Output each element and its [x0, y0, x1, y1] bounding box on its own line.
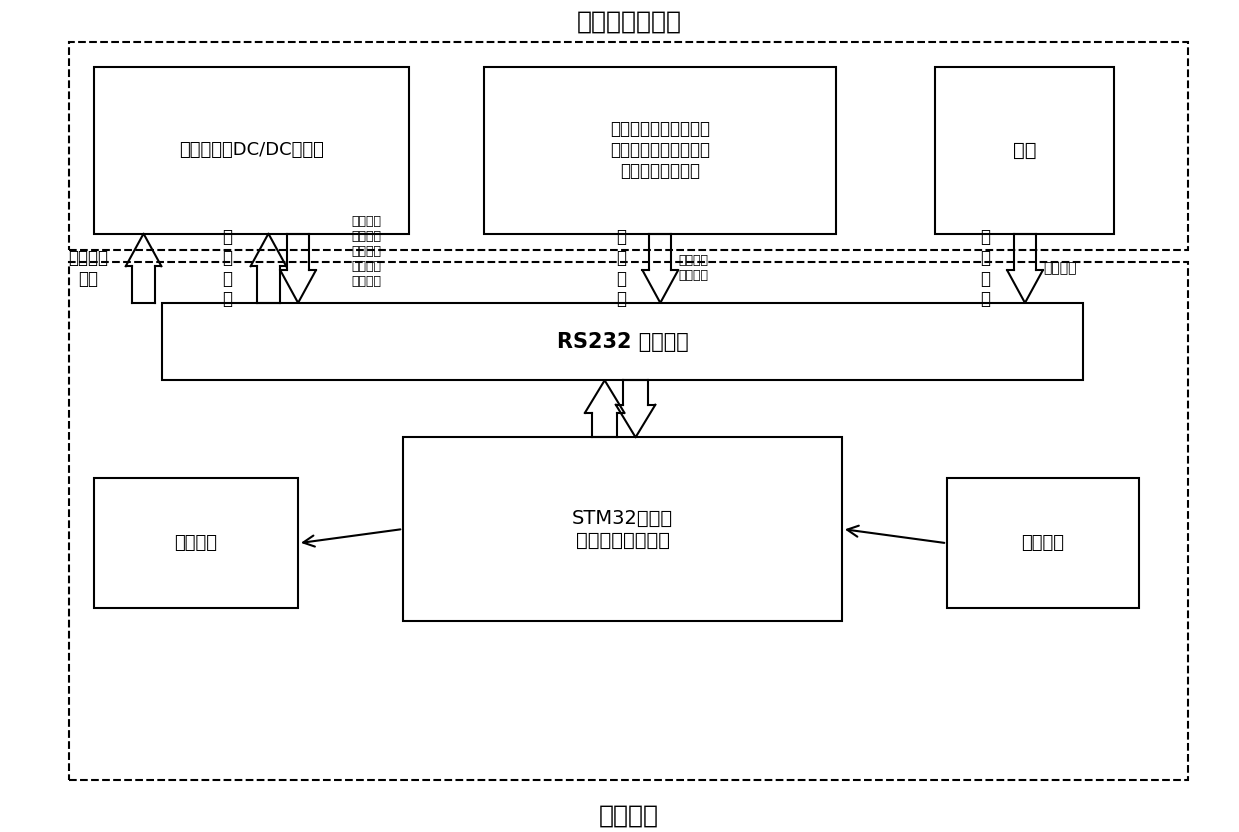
Text: RS232 通信接口: RS232 通信接口: [556, 332, 689, 352]
Text: 负荷: 负荷: [1012, 141, 1036, 160]
FancyBboxPatch shape: [934, 67, 1114, 234]
FancyBboxPatch shape: [483, 67, 836, 234]
Text: 分布式发电系统: 分布式发电系统: [576, 10, 681, 34]
Text: 储能装置的DC/DC变换器: 储能装置的DC/DC变换器: [180, 141, 325, 159]
Text: 电源电路: 电源电路: [1021, 534, 1064, 552]
Text: 控制装置: 控制装置: [598, 804, 659, 828]
FancyBboxPatch shape: [94, 67, 409, 234]
FancyBboxPatch shape: [162, 303, 1083, 380]
Text: 检
测
数
据: 检 测 数 据: [223, 228, 233, 309]
FancyBboxPatch shape: [69, 262, 1188, 780]
Text: 检
测
数
据: 检 测 数 据: [616, 228, 626, 309]
Text: 分布式发电系统中的其
它发电装置（如：光伏
系统、风电系统）: 分布式发电系统中的其 它发电装置（如：光伏 系统、风电系统）: [610, 121, 710, 180]
Text: 输出电压
输出电流: 输出电压 输出电流: [679, 255, 709, 282]
Text: STM32单片机
（植入遗传算法）: STM32单片机 （植入遗传算法）: [572, 508, 673, 549]
Text: 输出电压
输出电流
电荷状态
充电次数
放电深度: 输出电压 输出电流 电荷状态 充电次数 放电深度: [351, 215, 382, 289]
FancyBboxPatch shape: [69, 42, 1188, 250]
FancyBboxPatch shape: [403, 438, 843, 621]
Text: 负荷电流: 负荷电流: [1043, 261, 1077, 275]
Text: 优化控制
策略: 优化控制 策略: [68, 249, 108, 288]
Text: 检
测
数
据: 检 测 数 据: [980, 228, 990, 309]
FancyBboxPatch shape: [947, 478, 1139, 608]
FancyBboxPatch shape: [94, 478, 299, 608]
Text: 显示电路: 显示电路: [175, 534, 218, 552]
